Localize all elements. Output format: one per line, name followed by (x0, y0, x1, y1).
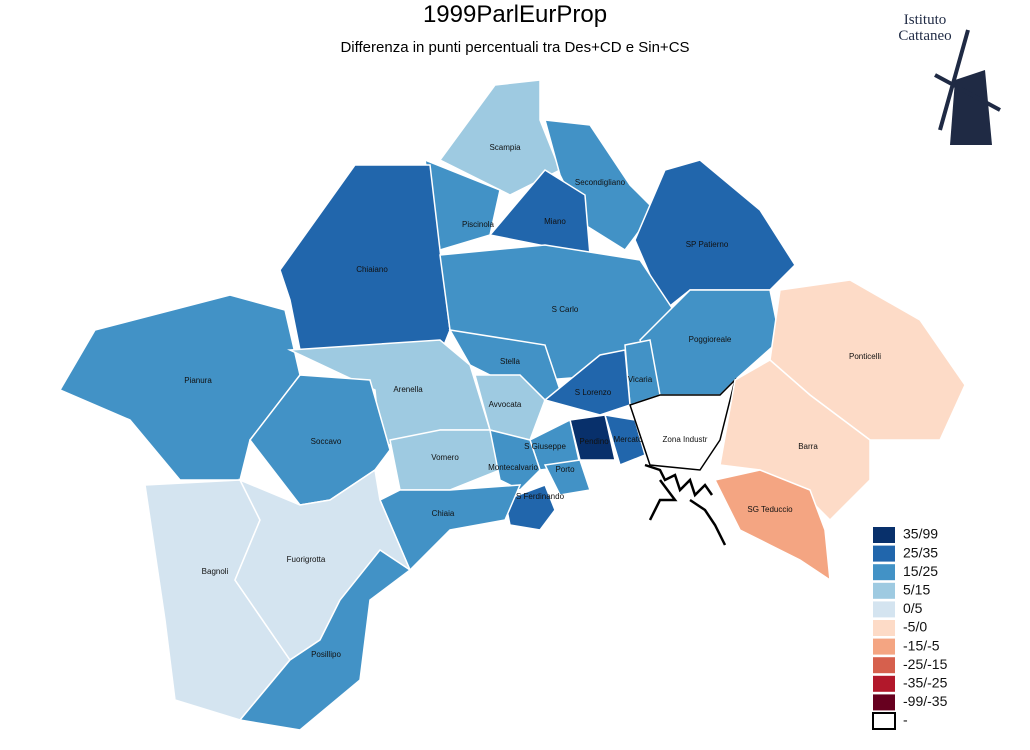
district (474, 374, 546, 441)
legend-swatch (873, 657, 895, 674)
legend-swatch (873, 620, 895, 636)
legend-swatch (872, 712, 896, 730)
legend-label: 25/35 (903, 544, 938, 560)
district-label: Soccavo (311, 437, 342, 446)
subtitle: Differenza in punti percentuali tra Des+… (340, 39, 689, 56)
piers (644, 463, 727, 546)
district-label: Bagnoli (202, 567, 229, 576)
district-label: Arenella (393, 385, 423, 394)
district-label: Chiaiano (356, 265, 388, 274)
district-label: S Carlo (552, 305, 579, 314)
district-label: Porto (555, 465, 575, 474)
legend-label: -99/-35 (903, 693, 948, 709)
district-label: Barra (798, 442, 818, 451)
legend-label: 0/5 (903, 600, 923, 616)
legend-label: -15/-5 (903, 637, 940, 653)
district (438, 79, 561, 196)
district (379, 484, 522, 572)
district-label: Montecalvario (488, 463, 538, 472)
district-label: Miano (544, 217, 566, 226)
district-label: Piscinola (462, 220, 495, 229)
legend-swatch (873, 694, 895, 711)
legend-swatch (873, 582, 895, 599)
district-label: Pendino (579, 437, 609, 446)
logo-text: Cattaneo (898, 28, 951, 44)
legend-swatch (873, 675, 895, 692)
legend-swatch (873, 601, 895, 618)
title: 1999ParlEurProp (423, 1, 607, 28)
district (603, 414, 646, 467)
legend-label: 5/15 (903, 582, 930, 598)
district (713, 469, 831, 582)
logo-blades (934, 29, 1001, 131)
legend-swatch (873, 527, 895, 543)
district-label: SP Patierno (686, 240, 729, 249)
district-label: Chiaia (432, 509, 455, 518)
district-label: Mercato (614, 435, 643, 444)
district-label: S Lorenzo (575, 388, 612, 397)
district-label: Vomero (431, 453, 459, 462)
district-label: SG Teduccio (747, 505, 793, 514)
district-label: Posillipo (311, 650, 341, 659)
district-label: Stella (500, 357, 521, 366)
legend-swatch (873, 564, 895, 581)
district (719, 359, 871, 522)
district (629, 377, 737, 471)
district (543, 459, 591, 496)
legend-swatch (873, 545, 895, 562)
district (634, 159, 796, 312)
logo: Istituto Cattaneo (898, 12, 1001, 145)
logo-mill (950, 70, 992, 145)
district (489, 428, 541, 491)
logo-text: Istituto (904, 12, 947, 28)
district-label: Avvocata (489, 400, 522, 409)
legend-label: -35/-25 (903, 675, 948, 691)
legend-label: 35/99 (903, 526, 938, 542)
district-label: S Giuseppe (524, 442, 566, 451)
district-label: Fuorigrotta (287, 555, 326, 564)
district-label: Scampia (489, 143, 521, 152)
legend-label: -25/-15 (903, 656, 948, 672)
district (504, 484, 556, 531)
legend-label: - (903, 712, 908, 728)
district (279, 164, 451, 356)
legend-label: 15/25 (903, 563, 938, 579)
legend-swatch (873, 638, 895, 655)
district-label: S Ferdinando (516, 492, 565, 501)
district (238, 548, 412, 731)
district (543, 349, 631, 416)
district-label: Pianura (184, 376, 212, 385)
legend-label: -5/0 (903, 619, 927, 635)
district-label: Vicaria (628, 375, 653, 384)
district-label: Zona Industr (663, 435, 708, 444)
district-label: Poggioreale (689, 335, 732, 344)
district-label: Secondigliano (575, 178, 626, 187)
district-label: Ponticelli (849, 352, 881, 361)
